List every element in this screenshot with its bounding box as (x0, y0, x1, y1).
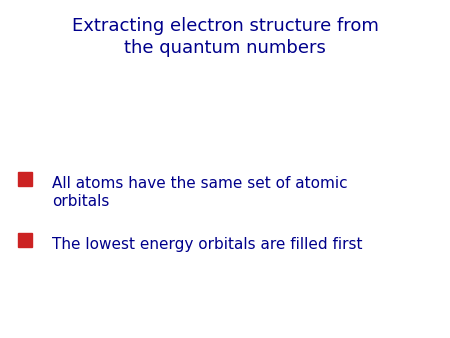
Text: All atoms have the same set of atomic
orbitals: All atoms have the same set of atomic or… (52, 176, 347, 209)
Text: The lowest energy orbitals are filled first: The lowest energy orbitals are filled fi… (52, 237, 362, 251)
FancyBboxPatch shape (18, 233, 32, 247)
FancyBboxPatch shape (18, 172, 32, 186)
Text: Extracting electron structure from
the quantum numbers: Extracting electron structure from the q… (72, 17, 378, 57)
